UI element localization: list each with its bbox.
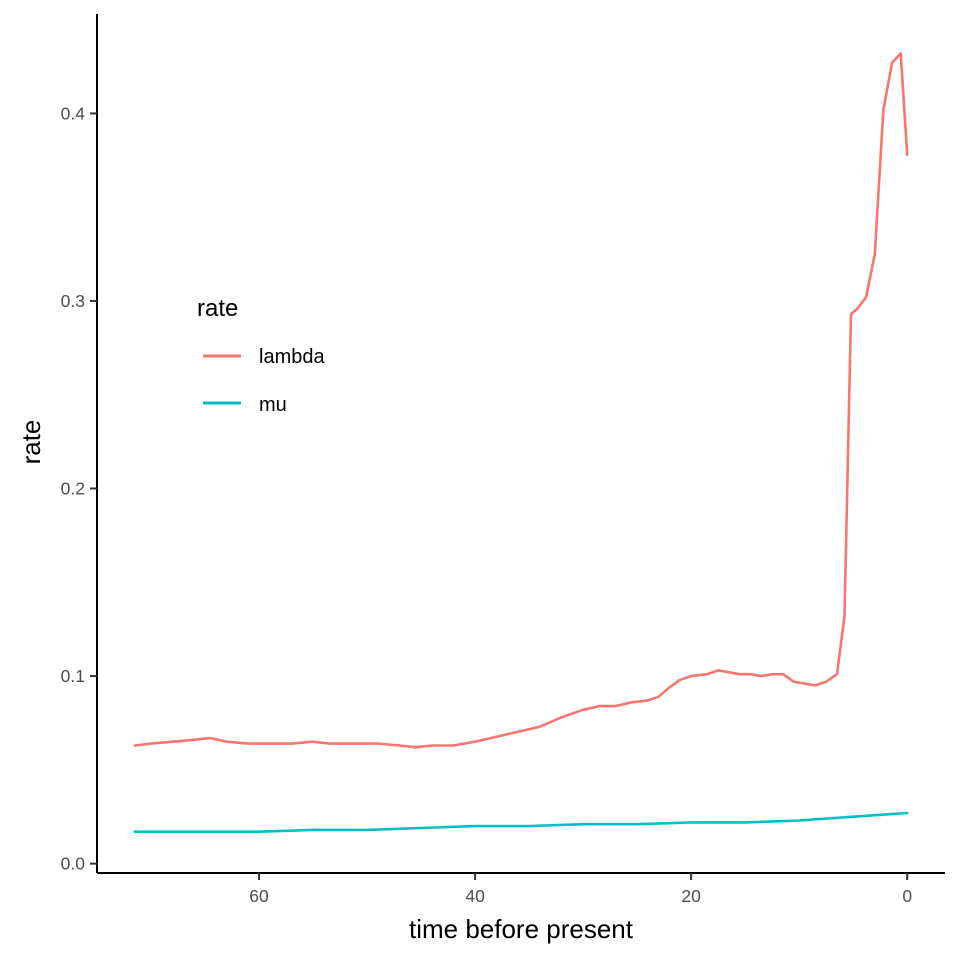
tick-labels: 60 40 20 0 0.0 0.1 0.2 0.3 0.4 [61, 103, 913, 906]
y-axis-title: rate [16, 420, 46, 465]
x-tick-label: 60 [249, 886, 269, 906]
y-tick-label: 0.2 [61, 479, 85, 499]
plot-lines [133, 52, 909, 834]
x-tick-label: 0 [902, 886, 912, 906]
legend-label-lambda: lambda [259, 346, 325, 368]
y-tick-label: 0.0 [61, 854, 86, 874]
series-line-mu [133, 811, 909, 834]
y-tick-label: 0.1 [61, 666, 85, 686]
legend-title: rate [197, 295, 238, 322]
axes [90, 14, 945, 880]
y-tick-label: 0.4 [61, 103, 86, 123]
x-tick-label: 40 [465, 886, 485, 906]
x-tick-label: 20 [681, 886, 701, 906]
y-tick-label: 0.3 [61, 291, 85, 311]
legend-label-mu: mu [259, 394, 287, 416]
legend: rate lambda mu [197, 295, 325, 416]
x-axis-title: time before present [409, 914, 634, 944]
series-line-lambda [133, 52, 909, 749]
